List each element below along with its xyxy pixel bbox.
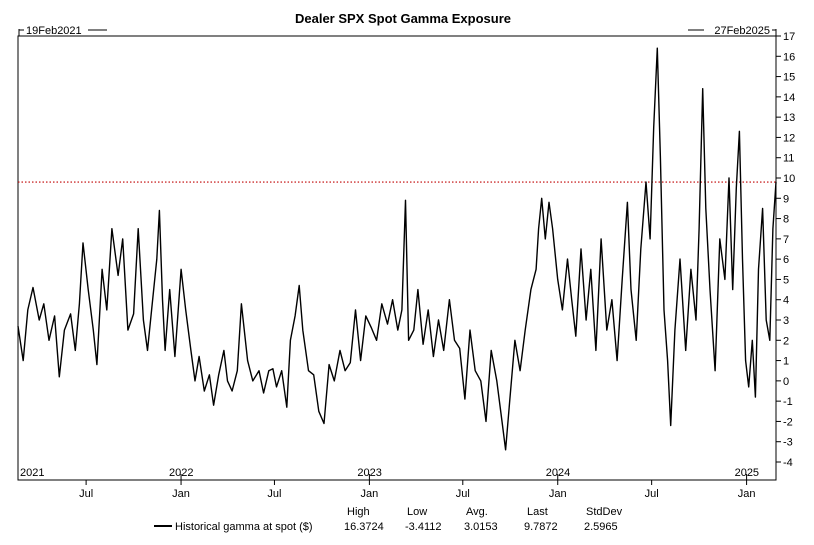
y-tick-label: 12 bbox=[783, 132, 795, 144]
year-label: 2025 bbox=[735, 467, 759, 479]
y-tick-label: 9 bbox=[783, 193, 789, 205]
x-tick-label: Jul bbox=[79, 488, 93, 500]
legend-value-avg: 3.0153 bbox=[464, 521, 498, 533]
chart-title: Dealer SPX Spot Gamma Exposure bbox=[295, 11, 511, 26]
legend-series-label: Historical gamma at spot ($) bbox=[175, 521, 313, 533]
y-tick-label: 13 bbox=[783, 112, 795, 124]
x-tick-label: Jul bbox=[267, 488, 281, 500]
legend-header-high: High bbox=[347, 506, 370, 518]
year-label: 2021 bbox=[20, 467, 44, 479]
y-tick-label: 11 bbox=[783, 153, 794, 165]
y-tick-label: -2 bbox=[783, 416, 793, 428]
y-tick-label: 3 bbox=[783, 315, 789, 327]
x-axis: 2021 2022 2023 2024 2025 Jul Jan Jul Jan Jul Jan Ju… bbox=[20, 467, 759, 500]
y-tick-label: 7 bbox=[783, 234, 789, 246]
y-tick-label: 0 bbox=[783, 376, 789, 388]
legend-value-stddev: 2.5965 bbox=[584, 521, 618, 533]
legend-value-last: 9.7872 bbox=[524, 521, 558, 533]
x-tick-label: Jan bbox=[361, 488, 379, 500]
x-tick-label: Jul bbox=[645, 488, 659, 500]
legend-value-high: 16.3724 bbox=[344, 521, 384, 533]
year-label: 2024 bbox=[546, 467, 570, 479]
end-date-label: 27Feb2025 bbox=[714, 25, 770, 37]
legend: High Low Avg. Last StdDev Historical gam… bbox=[154, 506, 623, 533]
y-tick-label: 8 bbox=[783, 214, 789, 226]
x-tick-label: Jan bbox=[549, 488, 567, 500]
legend-header-avg: Avg. bbox=[466, 506, 488, 518]
y-tick-label: 10 bbox=[783, 173, 795, 185]
x-tick-label: Jan bbox=[172, 488, 190, 500]
y-tick-label: 5 bbox=[783, 274, 789, 286]
start-date-label: 19Feb2021 bbox=[26, 25, 82, 37]
x-tick-label: Jul bbox=[456, 488, 470, 500]
y-tick-label: 16 bbox=[783, 51, 795, 63]
y-tick-label: 15 bbox=[783, 72, 795, 84]
legend-value-low: -3.4112 bbox=[405, 521, 442, 533]
y-tick-label: -1 bbox=[783, 396, 793, 408]
legend-header-last: Last bbox=[527, 506, 548, 518]
start-date-marker: 19Feb2021 bbox=[18, 25, 107, 37]
y-tick-label: 6 bbox=[783, 254, 789, 266]
year-label: 2022 bbox=[169, 467, 193, 479]
year-label: 2023 bbox=[357, 467, 381, 479]
y-tick-label: 17 bbox=[783, 31, 795, 43]
y-tick-label: -4 bbox=[783, 457, 793, 469]
series-line bbox=[17, 47, 777, 451]
y-tick-label: 14 bbox=[783, 92, 795, 104]
y-tick-label: 4 bbox=[783, 295, 789, 307]
plot-frame bbox=[17, 35, 777, 481]
legend-header-stddev: StdDev bbox=[586, 506, 623, 518]
legend-header-low: Low bbox=[407, 506, 427, 518]
y-tick-label: -3 bbox=[783, 437, 793, 449]
end-date-marker: 27Feb2025 bbox=[688, 25, 777, 37]
x-tick-label: Jan bbox=[738, 488, 756, 500]
y-tick-label: 1 bbox=[783, 356, 789, 368]
y-tick-label: 2 bbox=[783, 335, 789, 347]
